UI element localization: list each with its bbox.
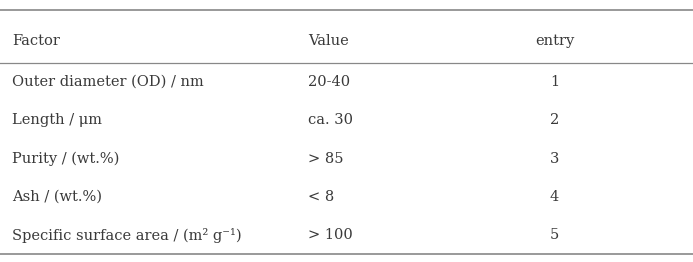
Text: 20-40: 20-40 — [308, 75, 351, 89]
Text: 2: 2 — [550, 113, 559, 127]
Text: Length / μm: Length / μm — [12, 113, 103, 127]
Text: Value: Value — [308, 34, 349, 48]
Text: entry: entry — [535, 34, 574, 48]
Text: Purity / (wt.%): Purity / (wt.%) — [12, 151, 120, 166]
Text: 1: 1 — [550, 75, 559, 89]
Text: < 8: < 8 — [308, 190, 335, 204]
Text: > 100: > 100 — [308, 228, 353, 242]
Text: 5: 5 — [550, 228, 559, 242]
Text: Ash / (wt.%): Ash / (wt.%) — [12, 190, 103, 204]
Text: > 85: > 85 — [308, 151, 344, 166]
Text: Outer diameter (OD) / nm: Outer diameter (OD) / nm — [12, 75, 204, 89]
Text: Factor: Factor — [12, 34, 60, 48]
Text: Specific surface area / (m² g⁻¹): Specific surface area / (m² g⁻¹) — [12, 227, 242, 243]
Text: ca. 30: ca. 30 — [308, 113, 353, 127]
Text: 3: 3 — [550, 151, 559, 166]
Text: 4: 4 — [550, 190, 559, 204]
